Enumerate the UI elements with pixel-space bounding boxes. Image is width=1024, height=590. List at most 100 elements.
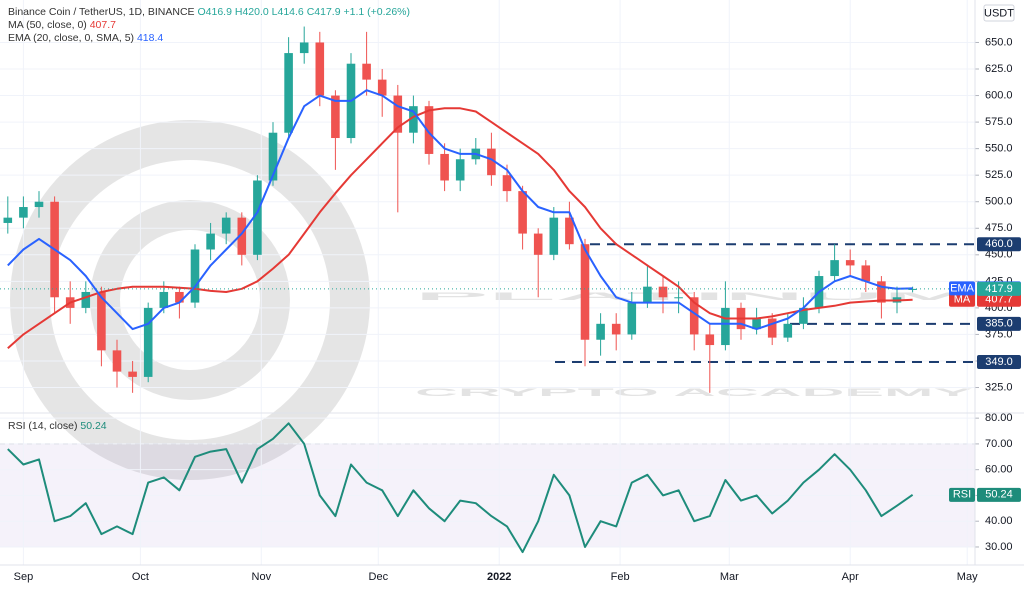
candle-body [237, 217, 247, 255]
level-label: 385.0 [985, 318, 1013, 330]
line-series [7, 422, 914, 554]
watermark-subtitle: CRYPTO ACADEMY [415, 387, 977, 399]
candle-body [175, 291, 184, 303]
y-tick-label: 650.0 [985, 36, 1013, 48]
candle-body [221, 217, 231, 234]
y-tick-label: 550.0 [985, 143, 1013, 155]
value-badge [977, 487, 1021, 502]
x-tick-label: Apr [842, 571, 859, 583]
watermark-title: PLATINUM [415, 291, 975, 303]
logo-ring [10, 120, 370, 480]
candle-body [393, 95, 403, 133]
level-badge [977, 355, 1021, 370]
value-badge-label: 407.7 [985, 294, 1013, 306]
level-label: 349.0 [985, 356, 1013, 368]
candle-body [3, 217, 13, 223]
y-tick-label: 600.0 [985, 89, 1013, 101]
candle-body [362, 63, 371, 80]
y-tick-label: 500.0 [985, 196, 1013, 208]
candle-body [253, 180, 262, 255]
y-tick-label: 70.00 [985, 438, 1013, 450]
candle-body [377, 79, 387, 96]
candle-body [159, 291, 169, 308]
x-tick-label: 2022 [487, 571, 511, 583]
legend-rsi-name: RSI (14, close) [8, 420, 77, 432]
candle-body [611, 323, 621, 335]
ohlc-change: +1.1 (+0.26%) [343, 6, 410, 18]
x-tick-label: Sep [14, 571, 34, 583]
candle-body [627, 302, 637, 335]
candle-body [190, 249, 200, 303]
level-label: 460.0 [985, 238, 1013, 250]
candle-body [455, 159, 465, 181]
candle-body [705, 334, 715, 346]
candle-body [689, 297, 699, 335]
candle-body [908, 288, 917, 290]
ohlc-low: L414.6 [272, 6, 304, 18]
ohlc-open: O416.9 [197, 6, 232, 18]
candle-body [658, 286, 668, 298]
legend-ema-value: 418.4 [137, 32, 163, 44]
candle-body [861, 265, 871, 282]
candle-body [799, 307, 808, 324]
legend-ema-name: EMA (20, close, 0, SMA, 5) [8, 32, 134, 44]
series-tag-label: RSI [953, 489, 971, 501]
value-badge [977, 292, 1021, 307]
candle-body [721, 307, 730, 346]
legend-rsi: RSI (14, close) 50.24 [8, 420, 107, 432]
candle-body [674, 297, 683, 299]
candle-body [440, 153, 449, 181]
candle-body [81, 291, 91, 308]
candle-body [502, 175, 512, 192]
y-tick-label: 40.00 [985, 515, 1013, 527]
candle-body [830, 260, 839, 277]
series-tag [949, 281, 975, 296]
y-tick-label: 575.0 [985, 116, 1013, 128]
candle-body [299, 42, 309, 54]
ohlc-close: C417.9 [307, 6, 341, 18]
candle-body [206, 233, 215, 250]
candle-body [783, 323, 793, 338]
series-tag-label: MA [954, 294, 971, 306]
candle-body [284, 53, 293, 133]
candle-body [845, 260, 855, 266]
y-tick-label: 450.0 [985, 249, 1013, 261]
candle-body [112, 350, 122, 372]
line-series [7, 89, 913, 331]
candle-body [767, 318, 777, 338]
candle-body [549, 217, 559, 255]
line-series [7, 107, 913, 349]
candle-body [331, 95, 340, 139]
series-tag [949, 292, 975, 307]
y-tick-label: 625.0 [985, 63, 1013, 75]
level-badge [977, 316, 1021, 331]
series-tag-label: EMA [950, 282, 975, 294]
candle-body [565, 217, 574, 245]
legend-ema: EMA (20, close, 0, SMA, 5) 418.4 [8, 32, 163, 44]
ohlc-high: H420.0 [235, 6, 269, 18]
y-tick-label: 525.0 [985, 169, 1013, 181]
candle-body [97, 291, 106, 351]
chart-header: Binance Coin / TetherUS, 1D, BINANCE O41… [8, 6, 410, 18]
candle-body [877, 281, 886, 303]
candle-body [518, 191, 527, 234]
chart-title: Binance Coin / TetherUS, 1D, BINANCE [8, 6, 195, 18]
y-tick-label: 30.00 [985, 541, 1013, 553]
y-tick-label: 375.0 [985, 328, 1013, 340]
legend-rsi-value: 50.24 [80, 420, 106, 432]
candle-body [643, 286, 652, 303]
legend-ma: MA (50, close, 0) 407.7 [8, 19, 116, 31]
x-tick-label: Nov [252, 571, 272, 583]
candle-body [596, 323, 605, 340]
x-tick-label: Mar [720, 571, 739, 583]
x-tick-label: Feb [611, 571, 630, 583]
candle-body [424, 106, 434, 154]
candle-body [580, 244, 590, 340]
value-badge-label: 50.24 [985, 489, 1013, 501]
currency-label: USDT [984, 7, 1014, 19]
y-tick-label: 325.0 [985, 381, 1013, 393]
value-badge [977, 281, 1021, 296]
